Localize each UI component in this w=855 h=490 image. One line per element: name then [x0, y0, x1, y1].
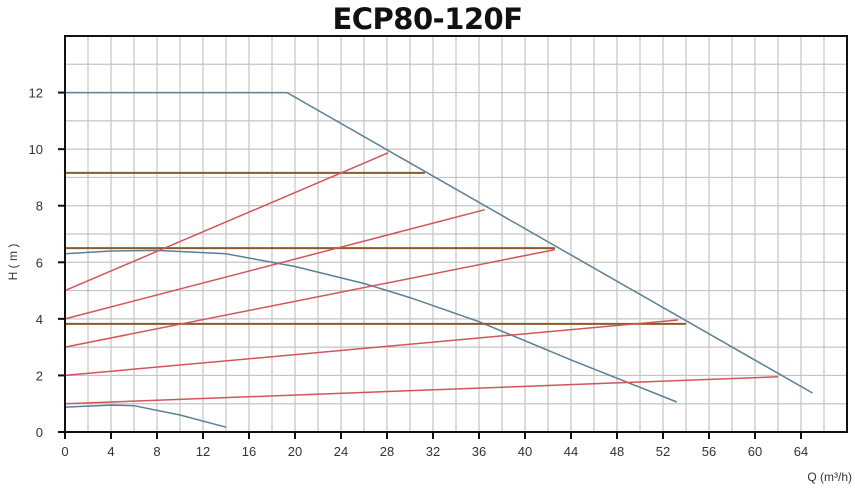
y-tick-label: 8 — [36, 199, 43, 214]
series-mid-curve — [64, 249, 678, 403]
series-prop-pressure-5 — [64, 152, 389, 292]
x-axis-label: Q (m³/h) — [807, 470, 852, 484]
y-tick-label: 10 — [29, 142, 43, 157]
x-tick-label: 8 — [153, 444, 160, 459]
series-lines — [64, 91, 813, 428]
series-prop-pressure-2 — [64, 319, 678, 377]
y-tick-label: 6 — [36, 255, 43, 270]
x-tick-label: 0 — [61, 444, 68, 459]
y-tick-label: 0 — [36, 425, 43, 440]
series-min-curve — [64, 404, 227, 428]
x-tick-label: 36 — [472, 444, 486, 459]
x-tick-label: 20 — [288, 444, 302, 459]
x-tick-label: 4 — [107, 444, 114, 459]
x-tick-label: 52 — [656, 444, 670, 459]
y-tick-label: 4 — [36, 312, 43, 327]
chart-title: ECP80-120F — [332, 2, 523, 36]
x-tick-label: 40 — [518, 444, 532, 459]
y-tick-label: 2 — [36, 368, 43, 383]
series-prop-pressure-1 — [64, 376, 779, 405]
x-tick-label: 28 — [380, 444, 394, 459]
x-tick-label: 56 — [702, 444, 716, 459]
y-axis-label: H ( m ) — [6, 244, 20, 281]
series-max-curve — [65, 91, 813, 394]
x-tick-label: 32 — [426, 444, 440, 459]
x-tick-label: 48 — [610, 444, 624, 459]
plot-frame — [64, 35, 848, 433]
x-tick-label: 60 — [748, 444, 762, 459]
x-tick-label: 44 — [564, 444, 578, 459]
series-prop-pressure-3 — [64, 248, 556, 348]
x-tick-label: 24 — [334, 444, 348, 459]
y-tick-label: 12 — [29, 86, 43, 101]
grid-lines — [65, 36, 847, 432]
x-tick-label: 64 — [794, 444, 808, 459]
x-tick-label: 12 — [196, 444, 210, 459]
series-prop-pressure-4 — [64, 208, 485, 320]
x-tick-label: 16 — [242, 444, 256, 459]
